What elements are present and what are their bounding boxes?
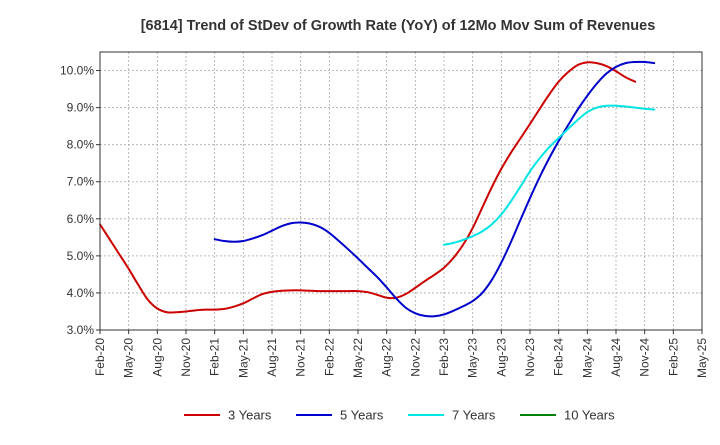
x-tick-label: May-21: [236, 338, 250, 378]
x-tick-label: Nov-20: [179, 338, 193, 377]
y-tick-label: 6.0%: [67, 212, 95, 226]
legend-item-3-years: 3 Years: [184, 408, 272, 423]
y-tick-label: 9.0%: [67, 101, 95, 115]
y-tick-label: 8.0%: [67, 138, 95, 152]
y-tick-label: 4.0%: [67, 286, 95, 300]
y-tick-label: 3.0%: [67, 323, 95, 337]
x-tick-label: Feb-20: [93, 338, 107, 376]
y-tick-label: 10.0%: [60, 64, 94, 78]
legend-item-5-years: 5 Years: [296, 408, 384, 423]
x-tick-label: Feb-22: [322, 338, 336, 376]
x-tick-label: Aug-22: [380, 338, 394, 377]
x-tick-label: Nov-23: [523, 338, 537, 377]
x-tick-label: Feb-25: [666, 338, 680, 376]
plot-border: [99, 51, 703, 331]
legend-label: 7 Years: [452, 408, 496, 423]
x-tick-label: Aug-24: [609, 338, 623, 377]
y-axis: 3.0% 4.0% 5.0% 6.0% 7.0% 8.0% 9.0% 10.0%: [60, 64, 100, 337]
legend-label: 10 Years: [564, 408, 615, 423]
x-tick-label: May-23: [466, 338, 480, 378]
x-tick-label: May-24: [580, 338, 594, 378]
x-tick-label: Feb-24: [552, 338, 566, 376]
legend-item-7-years: 7 Years: [408, 408, 496, 423]
series-line-5-years: [213, 60, 656, 318]
y-tick-label: 5.0%: [67, 249, 95, 263]
chart-title: [6814] Trend of StDev of Growth Rate (Yo…: [141, 18, 656, 34]
x-tick-label: May-20: [122, 338, 136, 378]
x-tick-label: Feb-23: [437, 338, 451, 376]
x-tick-label: May-22: [351, 338, 365, 378]
y-tick-label: 7.0%: [67, 175, 95, 189]
series-line-7-years: [443, 104, 656, 246]
series-line-3-years: [99, 61, 637, 314]
plot-area: [100, 52, 702, 330]
x-tick-label: Nov-24: [638, 338, 652, 377]
x-tick-label: Feb-21: [208, 338, 222, 376]
x-tick-label: Aug-20: [150, 338, 164, 377]
x-tick-label: Nov-22: [408, 338, 422, 377]
legend-label: 5 Years: [340, 408, 384, 423]
legend-label: 3 Years: [228, 408, 272, 423]
series-layer: [99, 60, 656, 318]
legend: 3 Years 5 Years 7 Years 10 Years: [184, 408, 615, 423]
x-tick-label: May-25: [695, 338, 709, 378]
x-tick-label: Nov-21: [294, 338, 308, 377]
x-tick-label: Aug-21: [265, 338, 279, 377]
x-axis: Feb-20 May-20 Aug-20 Nov-20 Feb-21 May-21 Aug-…: [93, 330, 709, 378]
legend-item-10-years: 10 Years: [520, 408, 615, 423]
x-tick-label: Aug-23: [494, 338, 508, 377]
grid-layer: [99, 52, 703, 331]
